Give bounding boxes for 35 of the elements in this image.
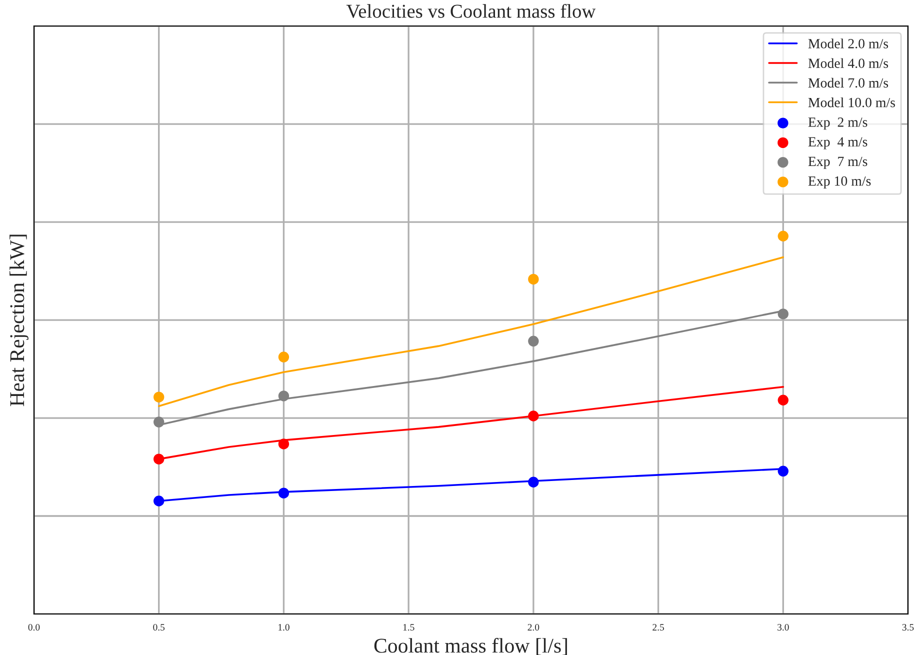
point — [528, 336, 539, 347]
legend-label: Exp 10 m/s — [808, 176, 871, 189]
x-tick-label: 0.5 — [153, 624, 165, 631]
point — [154, 454, 164, 464]
legend-label: Model 7.0 m/s — [808, 78, 888, 88]
point — [278, 352, 290, 362]
point — [528, 476, 539, 488]
point — [278, 390, 290, 402]
legend-label: Model 4.0 m/s — [808, 58, 888, 68]
point — [278, 438, 290, 450]
point — [154, 392, 164, 402]
x-axis-title: Coolant mass flow [l/s] — [374, 638, 567, 655]
chart-title: Velocities vs Coolant mass flow — [346, 4, 596, 18]
point — [154, 416, 164, 428]
point — [778, 394, 788, 406]
y-axis-title: Heat Rejection [kW] — [10, 234, 28, 406]
legend-label: Model 10.0 m/s — [808, 97, 895, 108]
legend-label: Exp 2 m/s — [808, 118, 868, 130]
x-tick-label: 3.0 — [778, 624, 789, 631]
point — [154, 496, 164, 506]
x-tick-label: 1.5 — [403, 624, 414, 631]
point — [528, 410, 539, 422]
point — [278, 488, 290, 498]
point — [778, 230, 788, 242]
x-tick-label: 0.0 — [28, 624, 40, 631]
point — [778, 466, 788, 477]
legend-label: Exp 7 m/s — [808, 156, 868, 169]
x-tick-label: 3.5 — [902, 624, 914, 631]
legend-label: Exp 4 m/s — [808, 137, 868, 150]
legend-label: Model 2.0 m/s — [808, 38, 888, 48]
x-tick-label: 2.5 — [652, 624, 664, 631]
point — [528, 274, 539, 285]
point — [778, 308, 788, 320]
x-tick-label: 1.0 — [278, 624, 290, 631]
x-tick-label: 2.0 — [528, 624, 540, 631]
